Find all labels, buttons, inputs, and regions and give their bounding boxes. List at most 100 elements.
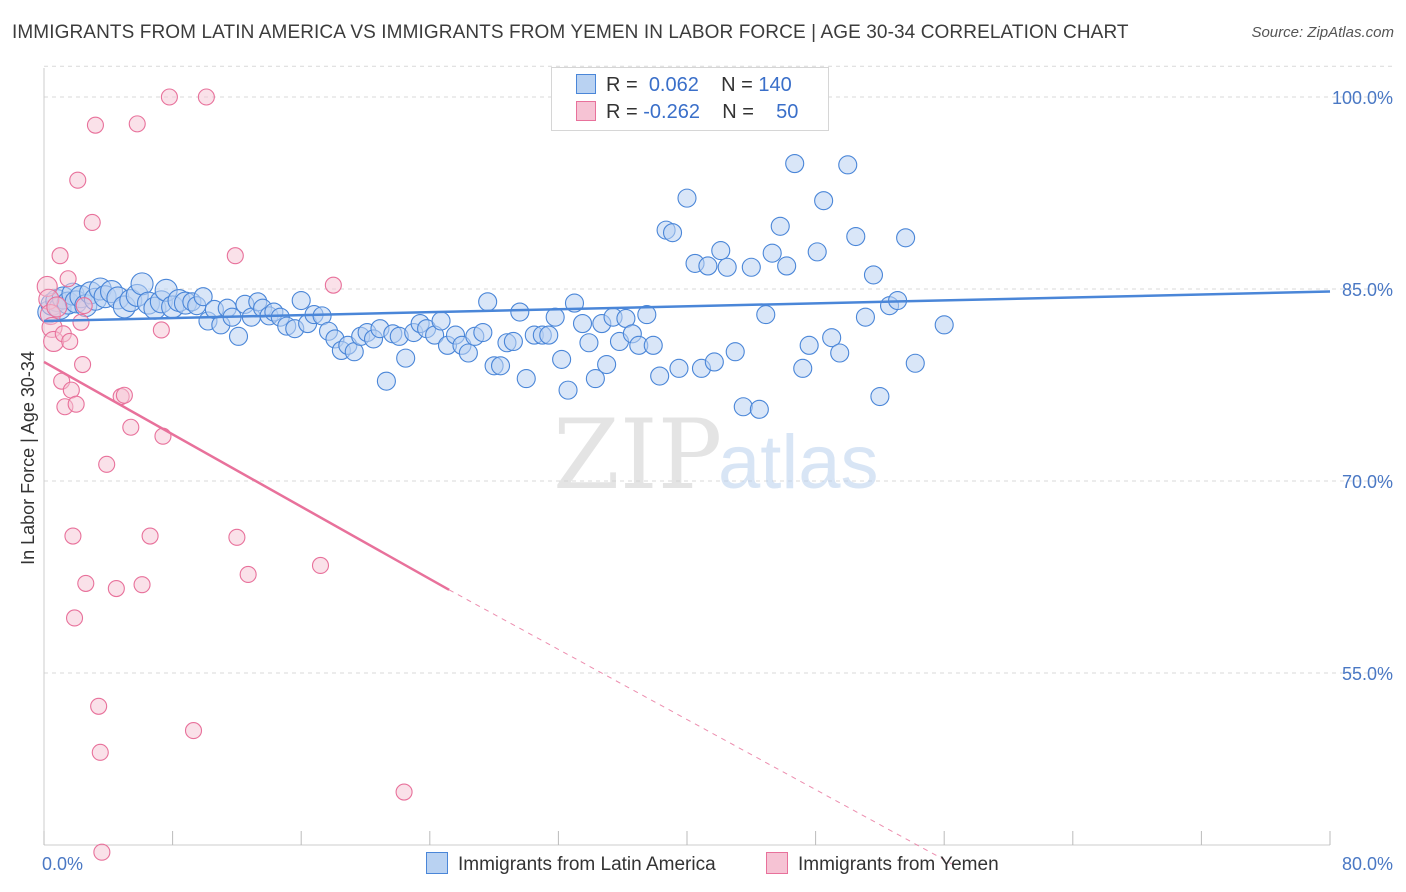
data-point-latin-america [637,305,657,325]
data-point-yemen [184,722,203,740]
data-point-latin-america [814,191,834,211]
data-point-latin-america [741,257,761,277]
data-point-latin-america [785,154,805,174]
data-point-yemen [228,528,246,546]
series-latin-america-points [37,154,954,419]
data-point-latin-america [704,352,724,372]
data-point-yemen [91,743,109,761]
data-point-latin-america [749,399,769,419]
data-point-latin-america [846,226,866,247]
data-point-latin-america [905,353,925,373]
axes [43,68,1331,846]
data-point-yemen [141,527,159,545]
data-point-latin-america [770,216,790,236]
data-point-yemen [128,115,146,133]
legend-swatch-blue [576,74,596,94]
trend-line-yemen [43,360,450,591]
watermark-zip: ZIP [553,399,722,511]
legend-r-label: R = [606,101,638,123]
data-point-latin-america [396,348,416,368]
y-tick-label: 55.0% [1342,664,1393,684]
data-point-latin-america [193,287,213,307]
data-point-latin-america [793,358,813,378]
trend-line-latin-america [43,290,1331,323]
data-point-latin-america [228,326,249,346]
data-point-latin-america [516,369,536,389]
data-point-latin-america [870,386,890,407]
data-point-latin-america [725,342,745,362]
data-point-yemen [311,556,330,575]
y-tick-label: 85.0% [1342,280,1393,300]
data-point-latin-america [510,302,530,322]
data-point-yemen [61,332,79,351]
data-point-yemen [77,574,95,592]
data-point-yemen [93,843,111,861]
data-point-yemen [72,313,90,331]
bottom-legend-yemen: Immigrants from Yemen [766,852,999,876]
y-tick-labels: 100.0% 85.0% 70.0% 55.0% [1332,88,1393,684]
data-point-latin-america [572,314,593,334]
data-point-yemen [90,697,108,715]
data-point-latin-america [822,328,842,348]
data-point-latin-america [130,272,154,296]
trend-lines [43,290,1331,866]
data-point-latin-america [662,223,683,243]
y-tick-label: 70.0% [1342,472,1393,492]
legend-n-value: 50 [776,101,799,123]
data-point-yemen [115,386,133,404]
data-point-latin-america [585,369,605,389]
data-point-latin-america [473,322,493,343]
legend-r-value: -0.262 [643,101,700,123]
data-point-yemen [160,88,178,106]
data-point-yemen [86,116,104,134]
data-point-latin-america [863,265,884,285]
legend-n-label: N = [722,101,754,123]
data-point-yemen [239,565,257,583]
legend-n-label: N = [721,74,753,96]
data-point-latin-america [597,354,617,375]
data-point-yemen [226,247,244,265]
data-point-latin-america [545,307,565,327]
data-point-latin-america [838,155,858,175]
data-point-latin-america [552,349,572,369]
data-point-yemen [98,455,116,473]
data-point-yemen [46,296,68,318]
data-point-latin-america [558,380,578,400]
x-tick-labels: 0.0% 80.0% [42,854,1393,874]
data-point-yemen [64,527,82,545]
legend-r-value: 0.062 [648,74,699,96]
bottom-legend-swatch-pink [766,852,788,874]
data-point-yemen [152,321,170,339]
source-credit: Source: ZipAtlas.com [1251,24,1394,41]
data-point-yemen [74,355,92,374]
data-point-yemen [324,276,342,294]
series-yemen-points [36,88,413,861]
bottom-legend-label: Immigrants from Yemen [798,854,999,875]
data-point-latin-america [698,256,718,276]
data-point-latin-america [777,256,797,276]
data-point-yemen [133,576,151,594]
data-point-latin-america [896,228,916,248]
data-point-latin-america [762,243,782,263]
correlation-legend: R = 0.062 N = 140 R = -0.262 N = 50 [551,67,829,131]
data-point-yemen [197,88,215,106]
legend-swatch-pink [576,101,596,121]
data-point-latin-america [291,290,311,311]
data-point-yemen [65,609,84,627]
legend-r-label: R = [606,74,638,96]
bottom-legend-label: Immigrants from Latin America [458,854,716,875]
data-point-latin-america [855,307,875,327]
data-point-latin-america [478,292,498,312]
data-point-latin-america [490,356,511,376]
data-point-latin-america [503,331,523,352]
data-point-latin-america [431,311,451,331]
y-tick-label: 100.0% [1332,88,1393,108]
data-point-yemen [59,270,77,288]
data-point-latin-america [799,335,819,355]
data-point-latin-america [711,241,731,261]
data-point-latin-america [756,305,776,325]
data-point-latin-america [669,358,689,378]
data-point-yemen [122,418,140,436]
data-point-latin-america [733,397,753,417]
